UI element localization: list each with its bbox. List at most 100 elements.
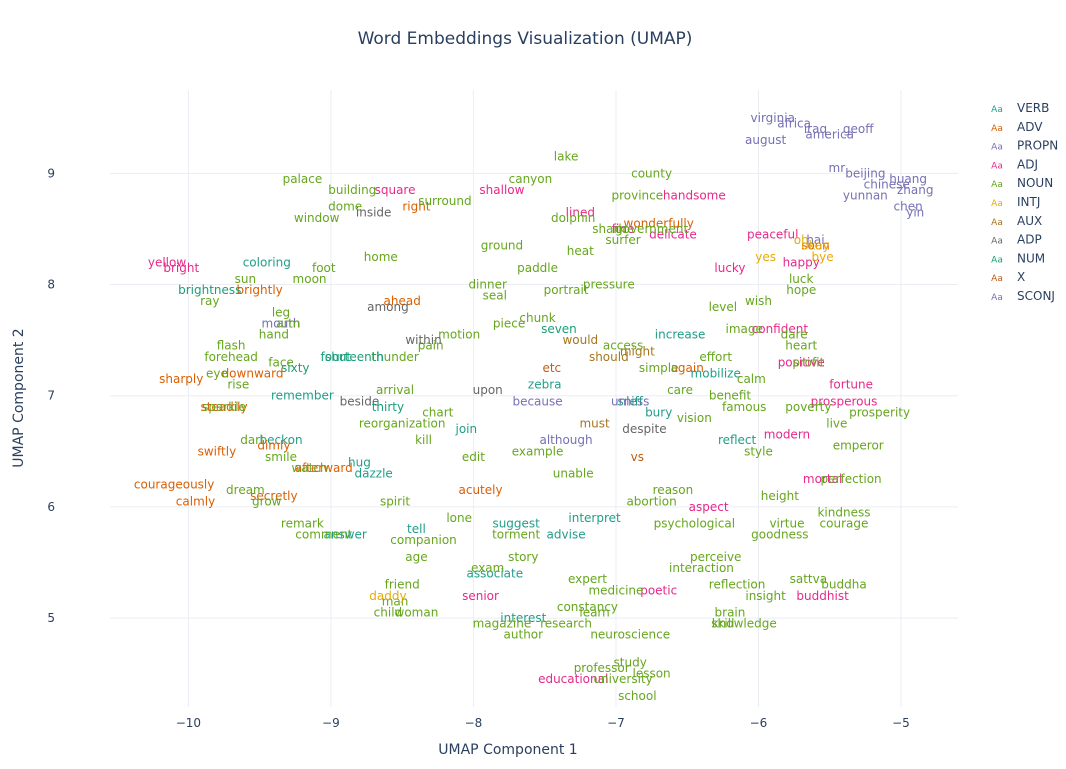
word-label[interactable]: smile: [265, 450, 297, 464]
word-label[interactable]: motion: [438, 328, 480, 342]
word-label[interactable]: child: [374, 606, 403, 620]
word-label[interactable]: should: [589, 350, 629, 364]
word-label[interactable]: interpret: [568, 511, 621, 525]
word-label[interactable]: downward: [222, 366, 284, 380]
word-label[interactable]: research: [540, 617, 592, 631]
word-label[interactable]: courageously: [134, 478, 214, 492]
word-label[interactable]: must: [579, 417, 610, 431]
legend-item-x[interactable]: Aa X: [991, 270, 1025, 284]
word-label[interactable]: mobilize: [691, 366, 741, 380]
word-label[interactable]: yes: [755, 250, 776, 264]
word-label[interactable]: shut: [325, 350, 351, 364]
word-label[interactable]: surround: [418, 194, 471, 208]
word-label[interactable]: yellow: [148, 255, 186, 269]
word-label[interactable]: leg: [272, 305, 290, 319]
word-label[interactable]: right: [402, 200, 430, 214]
word-label[interactable]: insight: [745, 589, 786, 603]
word-label[interactable]: despite: [622, 422, 666, 436]
word-label[interactable]: etc: [542, 361, 561, 375]
word-label[interactable]: pain: [418, 339, 444, 353]
legend-item-sconj[interactable]: Aa SCONJ: [991, 289, 1055, 303]
word-label[interactable]: watch: [291, 461, 327, 475]
word-label[interactable]: province: [611, 189, 663, 203]
word-label[interactable]: simple: [639, 361, 679, 375]
word-label[interactable]: fourteenth: [321, 350, 385, 364]
word-label[interactable]: ahead: [384, 294, 421, 308]
word-label[interactable]: access: [603, 339, 643, 353]
word-label[interactable]: zhang: [897, 183, 933, 197]
word-label[interactable]: magazine: [473, 617, 532, 631]
word-label[interactable]: virginia: [751, 111, 795, 125]
word-label[interactable]: soon: [801, 239, 830, 253]
word-label[interactable]: aspect: [689, 500, 729, 514]
word-label[interactable]: palace: [283, 172, 323, 186]
word-label[interactable]: height: [761, 489, 800, 503]
word-label[interactable]: associate: [467, 567, 524, 581]
word-label[interactable]: emperor: [833, 439, 884, 453]
word-label[interactable]: knowledge: [712, 617, 777, 631]
word-label[interactable]: profit: [792, 355, 824, 369]
word-label[interactable]: might: [620, 344, 655, 358]
word-label[interactable]: reorganization: [359, 417, 446, 431]
word-label[interactable]: canyon: [509, 172, 553, 186]
word-label[interactable]: zebra: [528, 378, 562, 392]
word-label[interactable]: dinner: [468, 278, 507, 292]
word-label[interactable]: square: [375, 183, 416, 197]
word-label[interactable]: join: [454, 422, 477, 436]
word-label[interactable]: lake: [554, 150, 579, 164]
word-label[interactable]: brain: [715, 606, 746, 620]
word-label[interactable]: fortune: [829, 378, 873, 392]
word-label[interactable]: rise: [227, 378, 249, 392]
word-label[interactable]: poverty: [785, 400, 831, 414]
word-label[interactable]: iraq: [804, 122, 827, 136]
word-label[interactable]: care: [667, 383, 693, 397]
word-label[interactable]: reason: [653, 483, 694, 497]
word-label[interactable]: window: [294, 211, 340, 225]
series-adv[interactable]: courageously steadily swiftly calmly sharply…: [134, 200, 830, 509]
word-label[interactable]: reflection: [709, 578, 766, 592]
word-label[interactable]: style: [744, 444, 773, 458]
word-label[interactable]: bye: [812, 250, 834, 264]
word-label[interactable]: friend: [385, 578, 420, 592]
word-label[interactable]: luck: [789, 272, 814, 286]
word-label[interactable]: geoff: [843, 122, 874, 136]
word-label[interactable]: sixty: [281, 361, 310, 375]
word-label[interactable]: tell: [407, 522, 426, 536]
legend-item-adp[interactable]: Aa ADP: [991, 233, 1042, 247]
word-label[interactable]: story: [508, 550, 538, 564]
word-label[interactable]: seven: [541, 322, 577, 336]
word-label[interactable]: psychological: [654, 517, 735, 531]
word-label[interactable]: swiftly: [198, 444, 237, 458]
word-label[interactable]: brightness: [178, 283, 241, 297]
word-label[interactable]: delicate: [649, 228, 697, 242]
word-label[interactable]: dart: [240, 433, 265, 447]
word-label[interactable]: confident: [752, 322, 809, 336]
word-label[interactable]: benefit: [709, 389, 752, 403]
word-label[interactable]: bright: [163, 261, 199, 275]
word-label[interactable]: poetic: [640, 583, 677, 597]
word-label[interactable]: increase: [655, 328, 706, 342]
word-label[interactable]: heart: [785, 339, 817, 353]
word-label[interactable]: calmly: [176, 494, 215, 508]
word-label[interactable]: mortal: [803, 472, 842, 486]
legend-item-num[interactable]: Aa NUM: [991, 251, 1045, 265]
word-label[interactable]: flash: [217, 339, 246, 353]
word-label[interactable]: effort: [699, 350, 732, 364]
word-label[interactable]: courage: [820, 517, 869, 531]
word-label[interactable]: because: [512, 394, 562, 408]
word-label[interactable]: portrait: [544, 283, 589, 297]
word-label[interactable]: comment: [295, 528, 352, 542]
word-label[interactable]: unless: [611, 394, 649, 408]
word-label[interactable]: wonderfully: [624, 216, 694, 230]
word-label[interactable]: chart: [422, 405, 453, 419]
word-label[interactable]: bury: [645, 405, 672, 419]
word-label[interactable]: man: [382, 594, 409, 608]
word-label[interactable]: piece: [493, 316, 525, 330]
word-label[interactable]: unable: [553, 467, 594, 481]
word-label[interactable]: handsome: [663, 189, 726, 203]
word-label[interactable]: neuroscience: [590, 628, 670, 642]
